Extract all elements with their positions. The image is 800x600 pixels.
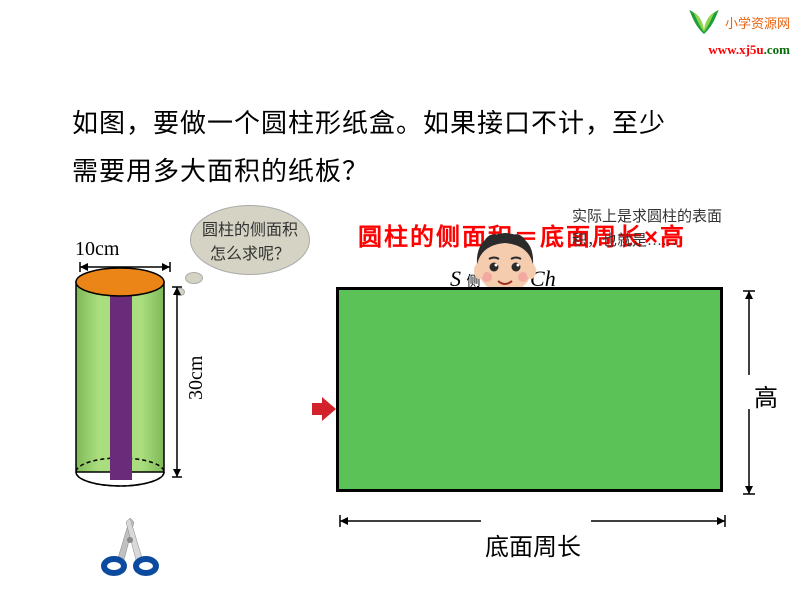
logo-text: 小学资源网 — [725, 16, 790, 31]
rectangle-height-label: 高 — [754, 378, 778, 413]
rectangle-width-label: 底面周长 — [485, 527, 581, 562]
red-arrow-right-icon — [310, 395, 338, 423]
dimension-height-label: 30cm — [185, 356, 208, 400]
thought-bubble-left: 圆柱的侧面积怎么求呢？ — [190, 205, 310, 275]
question-text: 如图，要做一个圆柱形纸盒。如果接口不计，至少 需要用多大面积的纸板？ — [72, 100, 666, 196]
logo-url: www.xj5u.com — [708, 42, 790, 57]
unrolled-rectangle — [336, 287, 723, 492]
logo-leaf-icon — [687, 8, 721, 41]
scissors-icon — [100, 510, 160, 580]
cylinder-diagram — [68, 258, 178, 488]
site-logo: 小学资源网 www.xj5u.com — [687, 8, 790, 59]
thought-bubble-left-tail-icon — [185, 272, 203, 284]
thought-bubble-right: 实际上是求圆柱的表面积，也就是…… — [572, 205, 722, 253]
